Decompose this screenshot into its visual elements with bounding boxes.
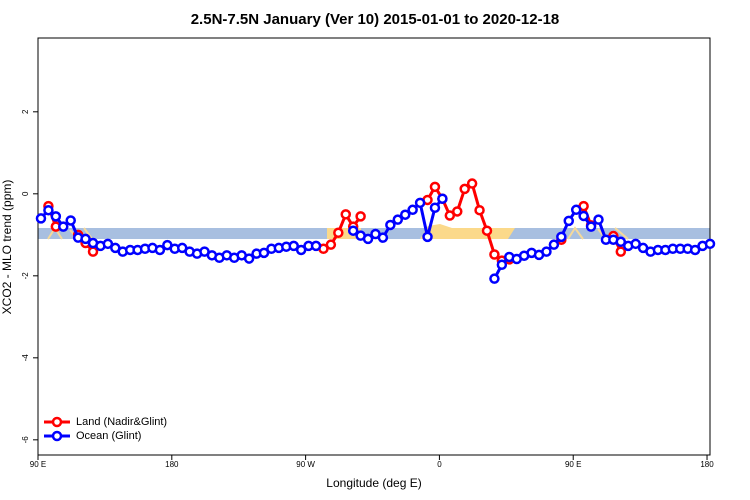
data-point: [288, 240, 299, 252]
data-point: [325, 239, 337, 250]
data-point: [154, 244, 166, 256]
data-point: [489, 273, 500, 284]
data-point: [570, 204, 582, 216]
legend-marker: [51, 416, 63, 428]
data-point: [437, 193, 448, 204]
data-point: [340, 209, 352, 220]
data-point: [102, 238, 114, 250]
data-point: [429, 202, 441, 214]
x-tick-label: 0: [437, 460, 442, 469]
data-point: [50, 211, 62, 222]
data-point: [310, 240, 322, 252]
data-point: [548, 239, 560, 250]
data-point: [615, 236, 627, 248]
data-point: [87, 246, 99, 257]
y-tick-label: -2: [21, 272, 30, 280]
x-axis-label: Longitude (deg E): [326, 476, 421, 490]
data-point: [459, 183, 470, 195]
data-point: [399, 209, 411, 220]
data-point: [347, 225, 359, 236]
x-tick-label: 180: [700, 460, 714, 469]
data-point: [385, 219, 396, 231]
data-point: [377, 232, 389, 243]
data-point: [489, 249, 500, 260]
data-point: [80, 233, 91, 245]
data-point: [65, 215, 76, 226]
data-point: [556, 231, 567, 243]
chart-title: 2.5N-7.5N January (Ver 10) 2015-01-01 to…: [191, 11, 560, 28]
data-point: [407, 204, 418, 216]
data-point: [258, 247, 270, 259]
data-point: [429, 181, 441, 193]
data-point: [689, 244, 701, 256]
y-tick-label: 2: [21, 109, 30, 114]
data-point: [333, 227, 344, 239]
legend-label: Land (Nadir&Glint): [76, 416, 167, 428]
data-point: [474, 204, 485, 216]
y-axis-label: XCO2 - MLO trend (ppm): [0, 180, 14, 315]
x-tick-label: 90 E: [565, 460, 581, 469]
x-tick-label: 90 E: [30, 460, 46, 469]
data-point: [563, 215, 575, 227]
data-point: [362, 233, 374, 245]
y-tick-label: -6: [21, 436, 30, 444]
data-point: [496, 259, 508, 270]
legend-label: Ocean (Glint): [76, 430, 141, 442]
x-tick-label: 180: [165, 460, 179, 469]
data-point: [422, 231, 433, 243]
data-point: [578, 210, 589, 222]
data-point: [593, 214, 604, 225]
data-point: [452, 206, 463, 217]
data-point: [630, 238, 641, 250]
data-point: [466, 178, 478, 189]
data-point: [414, 197, 426, 209]
data-point: [585, 221, 597, 232]
data-point: [295, 244, 307, 256]
data-point: [58, 221, 69, 232]
data-point: [243, 253, 255, 264]
data-point: [444, 210, 456, 221]
x-tick-label: 90 W: [296, 460, 315, 469]
data-point: [392, 214, 404, 225]
y-tick-label: 0: [21, 191, 30, 196]
data-point: [35, 213, 47, 224]
data-point: [541, 246, 552, 257]
data-point: [43, 204, 54, 216]
data-point: [615, 246, 627, 257]
data-point: [704, 238, 716, 250]
legend-marker: [51, 430, 63, 442]
data-point: [355, 211, 366, 222]
y-tick-label: -4: [21, 354, 30, 362]
data-point: [481, 225, 493, 236]
